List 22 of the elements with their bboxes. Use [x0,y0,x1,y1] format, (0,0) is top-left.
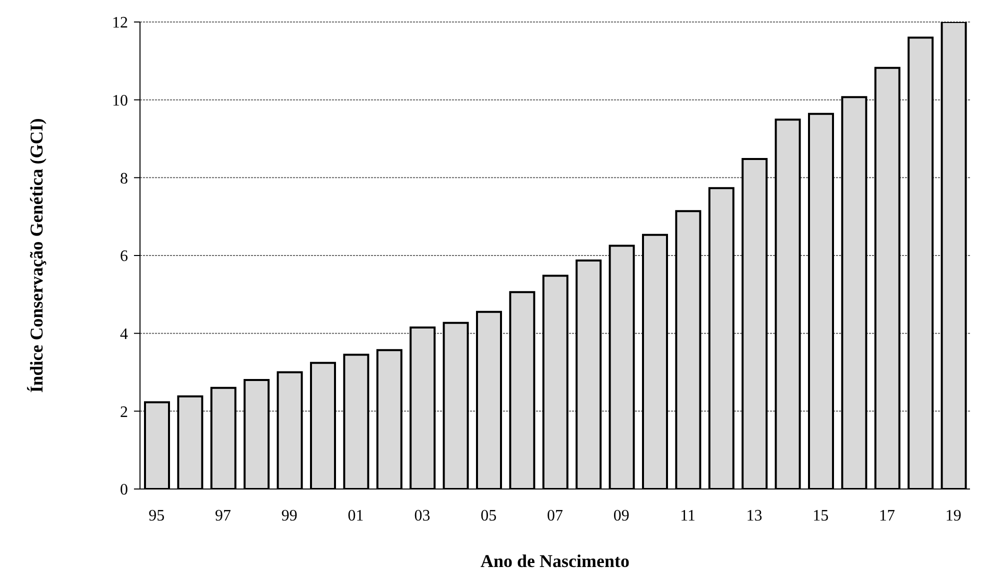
x-tick-label: 95 [148,507,165,524]
x-tick-label: 19 [945,507,962,524]
x-tick-label: 07 [547,507,563,524]
y-tick-label: 10 [112,92,128,110]
x-tick-label: 17 [879,507,895,524]
x-tick-label: 09 [613,507,630,524]
x-tick-label: 03 [414,507,430,524]
x-tick-label: 05 [480,507,497,524]
x-tick-label: 01 [348,507,364,524]
y-tick-label: 4 [120,326,128,344]
y-tick-label: 0 [120,482,128,499]
x-tick-label: 15 [812,507,829,524]
x-axis-title: Ano de Nascimento [480,551,630,571]
x-tick-label: 11 [680,507,696,524]
y-tick-label: 8 [120,170,128,188]
y-tick-label: 6 [120,248,128,266]
x-tick-label: 99 [281,507,298,524]
x-tick-label: 13 [746,507,762,524]
y-axis-title: Índice Conservação Genética (GCI) [26,118,46,393]
y-tick-label: 2 [120,404,128,421]
x-tick-label: 97 [215,507,231,524]
y-tick-label: 12 [112,14,128,32]
